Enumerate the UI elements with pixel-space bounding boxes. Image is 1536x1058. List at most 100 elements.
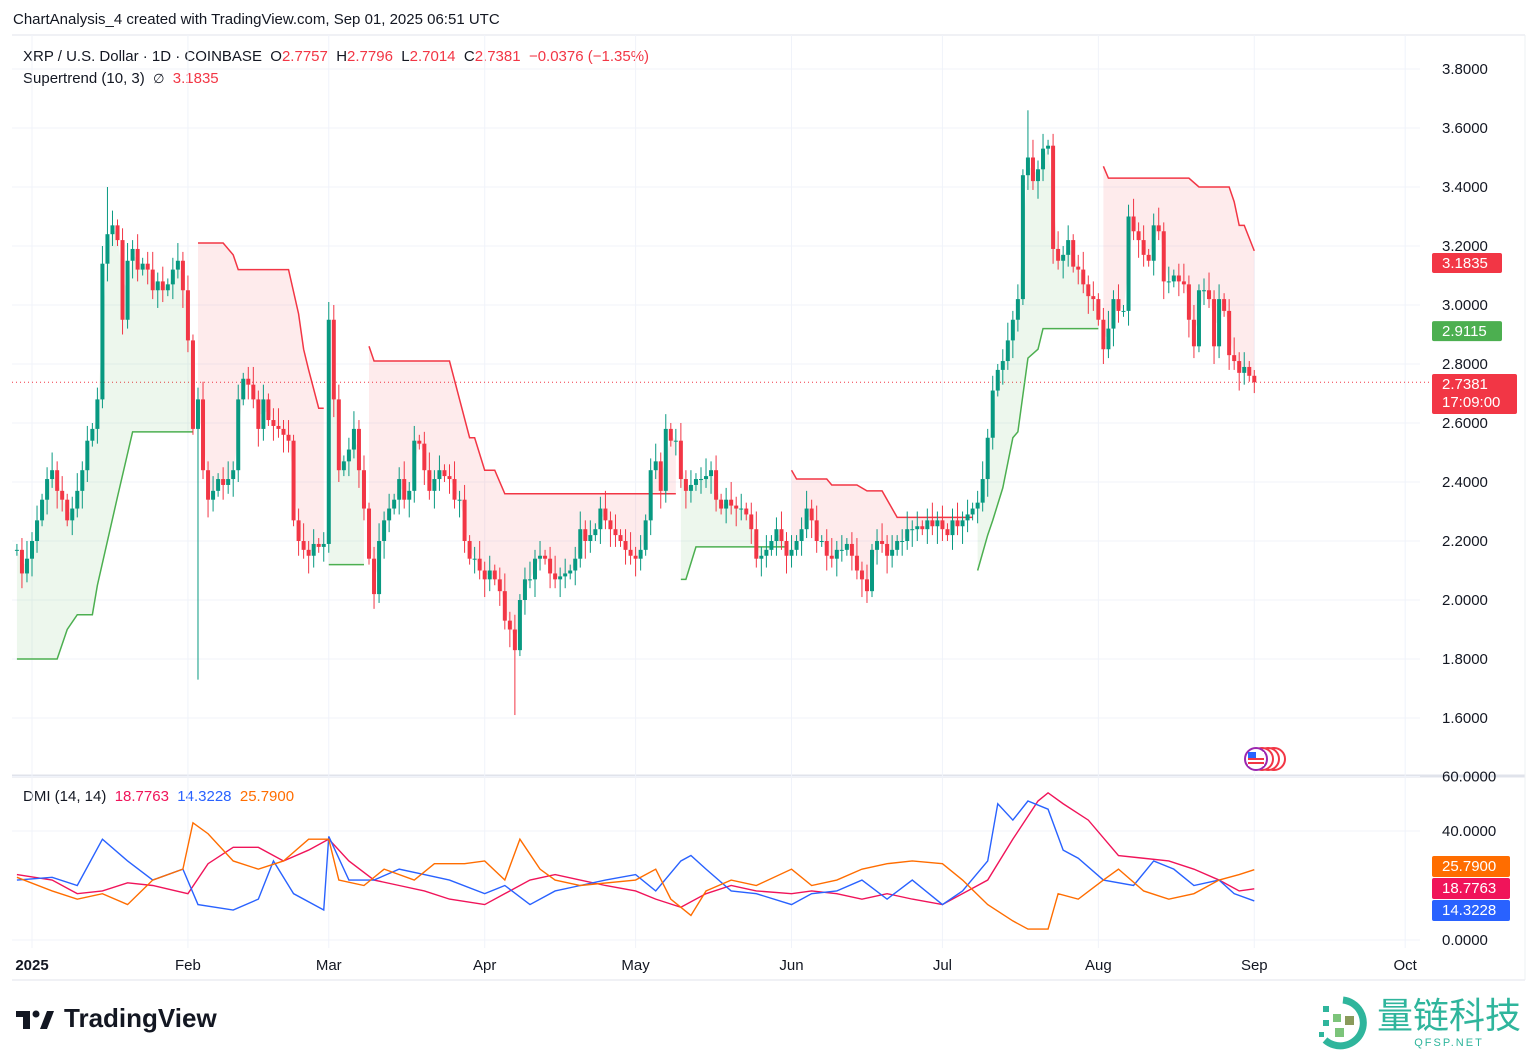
time-tick-label: Jul: [933, 957, 952, 974]
candle-body: [100, 263, 105, 400]
chart-caption: ChartAnalysis_4 created with TradingView…: [13, 11, 500, 28]
candle: [336, 384, 341, 482]
candle-body: [1005, 340, 1010, 362]
dmi-legend: DMI (14, 14) 18.7763 14.3228 25.7900: [23, 788, 294, 805]
candle-body: [372, 558, 377, 595]
candle: [1186, 275, 1191, 338]
candle: [925, 508, 930, 544]
candle: [467, 535, 472, 565]
candle: [739, 493, 744, 521]
candle: [120, 228, 125, 335]
candle-body: [1176, 275, 1181, 282]
candle: [1030, 139, 1035, 190]
candle-body: [970, 508, 975, 515]
dmi-tick-label: 0.0000: [1442, 932, 1488, 949]
candle-body: [90, 428, 95, 441]
candle-body: [784, 541, 789, 556]
candle-body: [885, 543, 890, 556]
candle-body: [276, 425, 281, 429]
candle-body: [638, 549, 643, 559]
candle: [286, 420, 291, 453]
dmi-blue-line: [16, 800, 1255, 912]
candle-body: [648, 470, 653, 521]
tradingview-logo[interactable]: TradingView: [16, 1003, 217, 1034]
axes[interactable]: 3.8000 3.6000 3.4000 3.2000 3.0000 2.8000 2.60…: [15, 61, 1496, 974]
dmi-title[interactable]: DMI (14, 14): [23, 788, 107, 805]
candle: [85, 425, 90, 482]
symbol-title[interactable]: XRP / U.S. Dollar · 1D · COINBASE: [23, 48, 262, 65]
candle-body: [316, 543, 321, 547]
candle-body: [412, 440, 417, 491]
candle: [563, 558, 568, 589]
time-tick-label: Sep: [1241, 957, 1268, 974]
candle: [638, 535, 643, 571]
candle: [356, 420, 361, 488]
candle-body: [558, 576, 563, 580]
candle: [814, 505, 819, 553]
candle: [849, 532, 854, 571]
tradingview-logo-icon: [16, 1010, 54, 1029]
candle: [135, 234, 140, 282]
candle: [276, 408, 281, 438]
candle-body: [623, 541, 628, 550]
chart-canvas[interactable]: 3.8000 3.6000 3.4000 3.2000 3.0000 2.8000 2.60…: [0, 0, 1536, 1000]
candle-body: [326, 319, 331, 544]
candle-body: [698, 479, 703, 481]
candle: [895, 535, 900, 556]
candle: [975, 490, 980, 524]
candle-body: [1207, 290, 1212, 300]
watermark-icon: [1319, 996, 1367, 1050]
candle-body: [613, 529, 618, 536]
candle-body: [241, 378, 246, 400]
indicator-title[interactable]: Supertrend (10, 3): [23, 70, 145, 87]
supertrend-up-fill: [16, 229, 193, 659]
candle: [190, 334, 195, 435]
candle-body: [1227, 310, 1232, 356]
candle-body: [472, 558, 477, 560]
candle-body: [1116, 299, 1121, 311]
candle: [960, 511, 965, 544]
candle: [221, 467, 226, 500]
candle: [573, 546, 578, 586]
candle-body: [935, 520, 940, 527]
candle: [633, 546, 638, 577]
open-value: 2.7757: [281, 48, 328, 65]
candle-body: [527, 579, 532, 581]
candle: [105, 187, 110, 282]
tradingview-logo-text: TradingView: [64, 1003, 217, 1033]
candle: [1061, 246, 1066, 279]
candle: [296, 508, 301, 556]
us-flag-icon[interactable]: [1244, 747, 1286, 771]
candle-body: [618, 535, 623, 541]
candle-body: [900, 541, 905, 542]
candle: [1217, 284, 1222, 359]
candle-body: [462, 499, 467, 541]
candle: [1227, 299, 1232, 370]
candle-body: [35, 520, 40, 541]
candle-body: [407, 490, 412, 500]
candle-body: [467, 541, 472, 559]
candle-body: [875, 541, 880, 550]
candle-body: [120, 240, 125, 320]
candle-body: [24, 558, 29, 574]
candle-body: [1101, 319, 1106, 350]
candle-body: [286, 434, 291, 441]
candle: [930, 502, 935, 536]
candle-body: [704, 476, 709, 480]
candle-body: [945, 529, 950, 536]
candle-body: [507, 620, 512, 630]
candle-body: [573, 558, 578, 571]
candle-body: [377, 541, 382, 595]
candle: [1252, 370, 1257, 394]
candle-body: [950, 520, 955, 536]
supertrend-fill: [16, 147, 1255, 659]
supertrend-down-fill: [197, 243, 324, 553]
candle: [1161, 222, 1166, 300]
candle-body: [442, 470, 447, 477]
candle: [724, 487, 729, 524]
candle: [779, 511, 784, 550]
candle-body: [925, 520, 930, 530]
high-label: H: [336, 48, 348, 65]
candle-body: [729, 499, 734, 506]
